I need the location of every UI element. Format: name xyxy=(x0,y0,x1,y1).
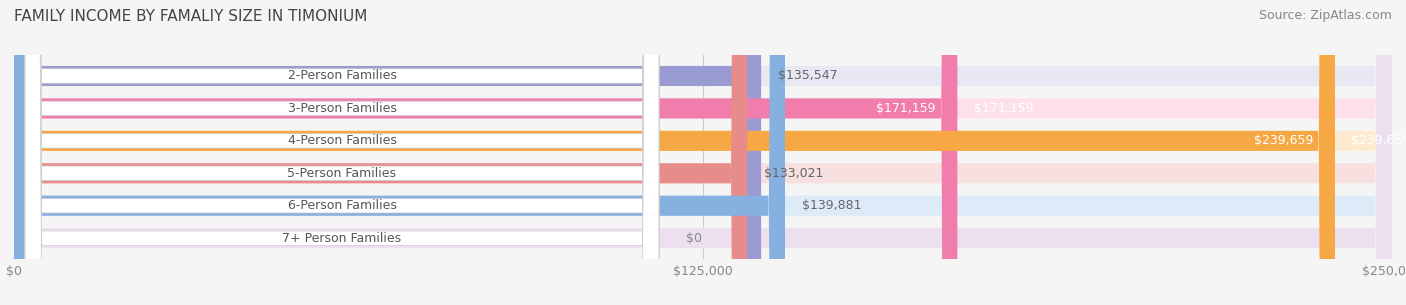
Text: 2-Person Families: 2-Person Families xyxy=(288,70,396,82)
Text: $171,159: $171,159 xyxy=(974,102,1033,115)
FancyBboxPatch shape xyxy=(14,0,761,305)
Text: $0: $0 xyxy=(686,232,703,245)
Text: $171,159: $171,159 xyxy=(876,102,935,115)
Text: 4-Person Families: 4-Person Families xyxy=(288,135,396,147)
FancyBboxPatch shape xyxy=(14,0,957,305)
FancyBboxPatch shape xyxy=(14,0,1392,305)
FancyBboxPatch shape xyxy=(14,0,785,305)
Text: 7+ Person Families: 7+ Person Families xyxy=(283,232,402,245)
Text: $239,659: $239,659 xyxy=(1254,135,1313,147)
Text: $239,659: $239,659 xyxy=(1351,135,1406,147)
Text: 3-Person Families: 3-Person Families xyxy=(288,102,396,115)
FancyBboxPatch shape xyxy=(25,0,659,305)
FancyBboxPatch shape xyxy=(14,0,1392,305)
FancyBboxPatch shape xyxy=(14,0,1392,305)
Text: $133,021: $133,021 xyxy=(763,167,823,180)
Text: $135,547: $135,547 xyxy=(778,70,838,82)
Text: $139,881: $139,881 xyxy=(801,199,860,212)
FancyBboxPatch shape xyxy=(25,0,659,305)
Text: Source: ZipAtlas.com: Source: ZipAtlas.com xyxy=(1258,9,1392,22)
FancyBboxPatch shape xyxy=(14,0,1392,305)
Text: FAMILY INCOME BY FAMALIY SIZE IN TIMONIUM: FAMILY INCOME BY FAMALIY SIZE IN TIMONIU… xyxy=(14,9,367,24)
FancyBboxPatch shape xyxy=(25,0,659,305)
FancyBboxPatch shape xyxy=(25,0,659,305)
FancyBboxPatch shape xyxy=(25,0,659,305)
Text: 5-Person Families: 5-Person Families xyxy=(287,167,396,180)
FancyBboxPatch shape xyxy=(14,0,1334,305)
FancyBboxPatch shape xyxy=(14,0,1392,305)
FancyBboxPatch shape xyxy=(14,0,747,305)
FancyBboxPatch shape xyxy=(25,0,659,305)
FancyBboxPatch shape xyxy=(14,0,1392,305)
Text: 6-Person Families: 6-Person Families xyxy=(288,199,396,212)
